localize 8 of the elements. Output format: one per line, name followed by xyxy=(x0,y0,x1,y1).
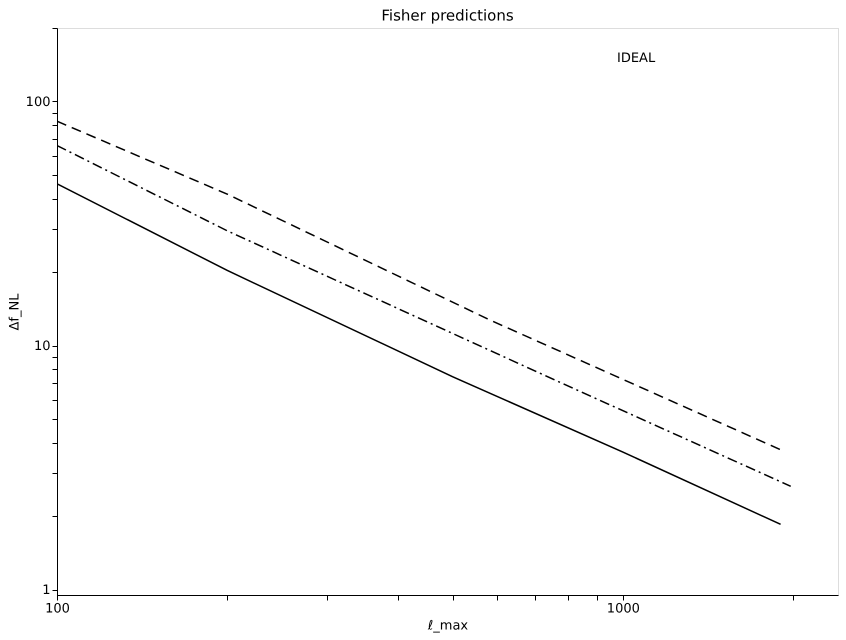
x-tick-label: 1000 xyxy=(606,602,640,616)
y-axis-title: Δf_NL xyxy=(8,292,23,330)
annotation: IDEAL xyxy=(617,51,656,66)
chart-title: Fisher predictions xyxy=(381,6,514,24)
y-tick-label: 10 xyxy=(34,339,50,354)
y-tick-label: 1 xyxy=(42,583,50,598)
y-tick-label: 100 xyxy=(26,94,50,110)
x-axis-title: ℓ_max xyxy=(426,618,468,634)
